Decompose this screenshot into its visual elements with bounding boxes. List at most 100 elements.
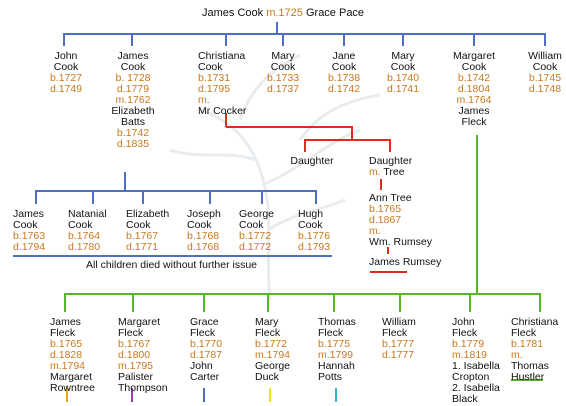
gen1-person: Margaret Cook b.1742 d.1804 m.1764 James Fleck [453,51,495,128]
date-text: b.1767 [126,230,159,242]
date-text: b.1742 [457,72,491,84]
name-text: Rowntree [50,382,95,394]
fleck-child: Margaret Fleck b.1767 d.1800 m.1795 Palister T… [118,317,168,394]
date-text: m.1794 [255,349,291,361]
date-text: d.1768 [187,241,220,253]
name-text: Cook [461,61,487,73]
date-text: b.1775 [318,338,351,350]
date-text: m.1764 [456,94,492,106]
name-text: Fleck [452,327,478,339]
name-text: Cook [13,219,38,231]
date-text: d.1867 [369,214,402,226]
fleck-child: Grace Fleck b.1770 d.1787 John Carter [190,317,222,383]
date-text: d.1787 [190,349,223,361]
date-text: m. [198,94,210,106]
date-text: m.1799 [318,349,354,361]
name-text: Grace [190,316,219,328]
date-text: d.1794 [13,241,46,253]
date-text: m.1762 [115,94,151,106]
date-text: b.1763 [13,230,46,242]
gen1-person: William Cook b.1745 d.1748 [528,51,562,95]
gen1-person: Christiana Cook b.1731 d.1795 m. Mr Cocker [198,51,246,117]
name-text: Cook [53,61,79,73]
name-text: Cook [298,219,323,231]
name-text: Cook [270,61,296,73]
date-text: b.1767 [118,338,151,350]
name-text: George [239,208,275,220]
cocker-daughter-1: Daughter [290,155,334,167]
gen1-person: Mary Cook b.1733 d.1737 [267,51,299,95]
date-text: b.1772 [239,230,272,242]
date-text: d.1793 [298,241,331,253]
date-text: b.1742 [116,127,150,139]
date-text: b. 1728 [115,72,151,84]
name-text: Hugh [298,208,324,220]
date-text: b.1764 [68,230,101,242]
name-text: Joseph [187,208,221,220]
name-text: Potts [318,371,342,383]
date-text: b.1745 [528,72,562,84]
date-text: b.1768 [187,230,220,242]
name-text: Cook [390,61,416,73]
name-text: 2. Isabella [452,382,500,394]
name-text: Cook [126,219,151,231]
date-text: d.1741 [386,83,420,95]
name-text: Palister [118,371,154,383]
date-text: b.1779 [452,338,485,350]
name-text: William [382,316,416,328]
name-text: Elizabeth [111,105,155,117]
name-text: Fleck [382,327,408,339]
gen1-person: John Cook b.1727 d.1749 [50,51,82,95]
james-child: George Cook b.1772 d.1772 [239,209,274,253]
name-text: Cook [187,219,212,231]
name-text: James [50,316,81,328]
date-text: b.1772 [255,338,288,350]
date-text: d.1780 [68,241,101,253]
name-text: Batts [121,116,145,128]
date-text: b.1765 [369,203,402,215]
date-text: d.1777 [382,349,415,361]
date-text: d.1779 [116,83,150,95]
fleck-child: Mary Fleck b.1772 m.1794 George Duck [255,317,290,383]
name-text: George [255,360,291,372]
name-text: John [452,316,475,328]
name-text: Mary [391,50,415,62]
date-text: d.1835 [116,138,150,150]
name-text: Fleck [511,327,537,339]
name-text: Mary [271,50,295,62]
root-marriage: m.1725 [266,7,303,19]
name-text: James [117,50,149,62]
date-text: d.1795 [198,83,231,95]
date-text: b.1738 [327,72,361,84]
date-text: d.1742 [327,83,361,95]
name-text: Natanial [68,208,107,220]
name-text: Hannah [318,360,355,372]
date-text: m. [511,349,523,361]
date-text: b.1733 [266,72,300,84]
james-child: Elizabeth Cook b.1767 d.1771 [126,209,169,253]
root-couple: James Cook m.1725 Grace Pace [202,8,364,19]
james-child: Natanial Cook b.1764 d.1780 [68,209,107,253]
name-text: Jane [332,50,356,62]
fleck-child: John Fleck b.1779 m.1819 1. Isabella Cropton 2… [452,317,500,405]
date-text: d.1800 [118,349,151,361]
date-text: b.1727 [49,72,83,84]
ann-tree: Ann Tree b.1765 d.1867 m. Wm. Rumsey [369,193,432,248]
name-text: Margaret [452,50,496,62]
date-text: b.1731 [198,72,231,84]
date-text: d.1749 [49,83,83,95]
daughter-2-spouse: Tree [383,166,405,178]
name-text: Fleck [118,327,144,339]
name-text: John [190,360,213,372]
date-text: b.1777 [382,338,415,350]
root-father: James Cook [202,7,264,19]
date-text: m. [369,225,381,237]
date-text: d.1804 [457,83,491,95]
name-text: Christiana [511,316,559,328]
date-text: d.1828 [50,349,83,361]
date-text: b.1776 [298,230,331,242]
name-text: Fleck [318,327,344,339]
name-text: Mary [255,316,279,328]
name-text: Cook [532,61,558,73]
